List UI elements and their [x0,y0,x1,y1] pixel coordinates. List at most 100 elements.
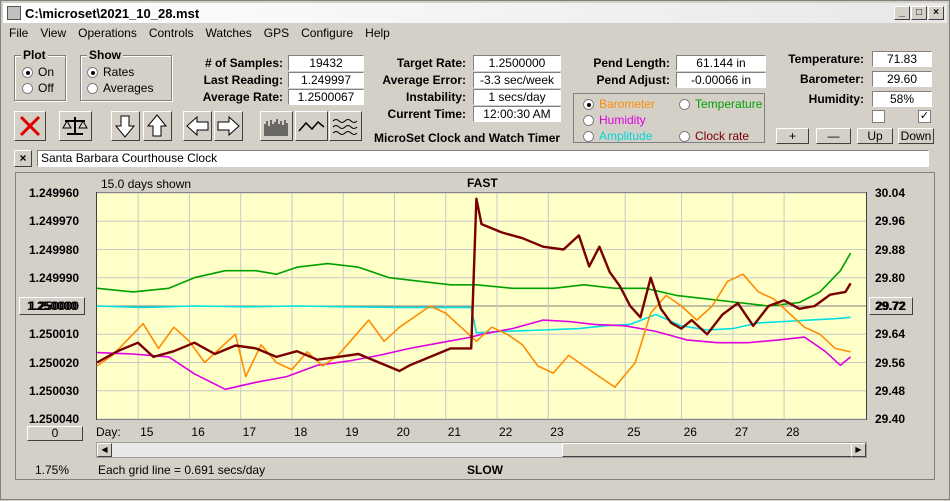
arrow-down-button[interactable] [111,111,140,141]
y-left-tick-label: 1.249980 [29,242,80,257]
wave-view-button[interactable] [329,111,362,141]
maximize-button[interactable]: □ [911,6,927,20]
amplitude-radio[interactable]: Amplitude [583,129,652,143]
arrow-right-button[interactable] [214,111,243,141]
slow-label: SLOW [467,463,503,477]
last-reading-label: Last Reading: [203,73,283,87]
y-left-tick-label: 1.250040 [29,412,80,426]
show-averages-radio[interactable]: Averages [87,81,153,95]
barometer-radio[interactable]: Barometer [583,97,655,111]
waves-icon [332,119,358,135]
close-button[interactable]: × [928,6,944,20]
scroll-left-icon[interactable]: ◀ [97,443,112,457]
x-tick-label: 22 [499,425,513,439]
humidity-env-value: 58% [872,91,932,107]
average-rate-label: Average Rate: [202,90,283,104]
red-x-icon [19,115,41,137]
app-caption: MicroSet Clock and Watch Timer [374,131,561,145]
temperature-radio[interactable]: Temperature [679,97,762,111]
y-left-tick-label: 1.250010 [29,327,80,342]
balance-button[interactable] [59,111,92,141]
radio-on-icon [583,98,594,110]
scroll-right-icon[interactable]: ▶ [851,443,866,457]
graph-frame [15,172,935,480]
minimize-button[interactable]: _ [894,6,910,20]
y-left-tick-label: 1.249970 [29,214,80,229]
y-right-tick-label: 29.96 [875,214,906,229]
radio-off-icon [679,98,690,110]
clock-name-field[interactable]: Santa Barbara Courthouse Clock [37,150,929,167]
bars-view-button[interactable] [260,111,293,141]
center-rate-button[interactable]: 1.250000 [19,297,85,315]
app-icon [7,6,21,20]
stop-button[interactable] [14,111,46,141]
current-time-value: 12:00:30 AM [473,106,561,122]
down-button[interactable]: Down [898,128,934,144]
menu-configure[interactable]: Configure [301,26,354,40]
x-tick-label: 23 [550,425,564,439]
menu-help[interactable]: Help [365,26,390,40]
right-checkbox[interactable]: ✓ [918,110,931,123]
day-axis-label: Day: [96,425,121,439]
line-view-button[interactable] [295,111,328,141]
grid-note: Each grid line = 0.691 secs/day [98,463,266,477]
samples-value: 19432 [288,55,364,71]
pend-adjust-value: -0.00066 in [676,72,766,88]
up-button[interactable]: Up [857,128,893,144]
menu-watches[interactable]: Watches [205,26,252,40]
barometer-env-label: Barometer: [799,72,864,86]
y-left-tick-label: 1.250030 [29,383,80,398]
target-rate-value[interactable]: 1.2500000 [473,55,561,71]
current-time-label: Current Time: [387,107,466,121]
radio-off-icon [22,82,33,94]
instability-value: 1 secs/day [473,89,561,105]
x-tick-label: 16 [191,425,205,439]
bar-graph-icon [264,119,288,136]
average-error-label: Average Error: [382,73,466,87]
left-checkbox[interactable] [872,110,885,123]
radio-off-icon [583,114,594,126]
x-tick-label: 17 [242,425,257,439]
plot-off-radio[interactable]: Off [22,81,54,95]
plot-group: Plot [14,48,66,101]
plot-on-radio[interactable]: On [22,65,54,79]
humidity-label: Humidity [599,113,646,127]
pend-length-value: 61.144 in [676,55,766,71]
days-shown-label: 15.0 days shown [101,177,192,191]
y-right-tick-label: 29.80 [875,270,906,285]
minus-button[interactable]: — [816,128,851,144]
x-tick-label: 25 [627,425,641,439]
y-left-tick-label: 1.250000 [29,299,80,313]
series-line-barometer [96,273,851,388]
arrow-left-button[interactable] [183,111,212,141]
clear-name-button[interactable]: × [14,150,32,167]
horizontal-scrollbar[interactable]: ◀ ▶ [96,442,867,458]
menu-view[interactable]: View [40,26,67,40]
menu-controls[interactable]: Controls [148,26,194,40]
arrow-down-icon [114,115,136,138]
y-right-tick-label: 29.48 [875,383,906,398]
samples-label: # of Samples: [204,56,283,70]
x-tick-label: 21 [447,425,462,439]
average-error-value: -3.3 sec/week [473,72,561,88]
x-tick-label: 19 [345,425,359,439]
clock-rate-radio[interactable]: Clock rate [679,129,749,143]
offset-button[interactable]: 0 [27,426,83,441]
menu-file[interactable]: File [9,26,29,40]
humidity-radio[interactable]: Humidity [583,113,646,127]
radio-off-icon [87,82,98,94]
series-line-amplitude [96,305,851,334]
arrow-up-icon [146,114,168,137]
sensor-select-box [573,93,765,143]
center-baro-button[interactable]: 29.72 [869,297,913,315]
x-tick-label: 28 [786,425,800,439]
menu-gps[interactable]: GPS [263,26,290,40]
show-rates-label: Rates [103,65,135,79]
y-left-tick-label: 1.249960 [29,186,80,200]
show-rates-radio[interactable]: Rates [87,65,134,79]
plus-button[interactable]: + [776,128,809,144]
x-tick-label: 27 [734,425,749,439]
arrow-up-button[interactable] [143,111,172,141]
menu-operations[interactable]: Operations [78,26,137,40]
